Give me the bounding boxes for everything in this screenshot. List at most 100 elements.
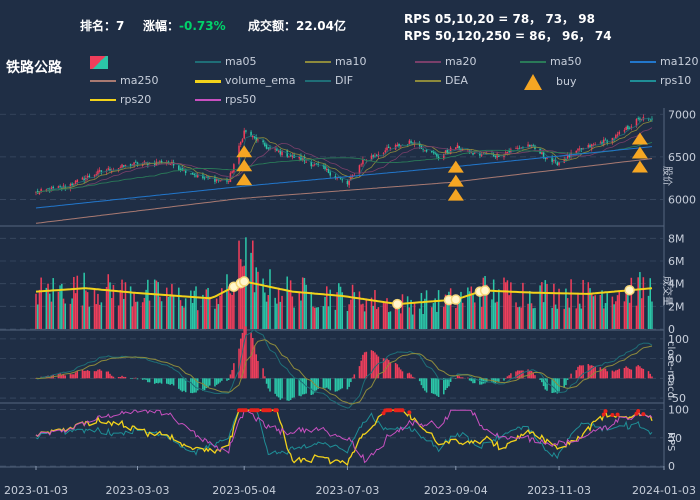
- candle-body: [324, 165, 326, 170]
- volume-bar: [479, 293, 481, 329]
- volume-highlight-dot: [450, 294, 462, 305]
- candle-body: [193, 173, 196, 175]
- candle-body: [460, 149, 462, 151]
- candle-body: [76, 179, 79, 182]
- volume-bar: [473, 302, 476, 329]
- volume-bar: [219, 295, 221, 329]
- candle-body: [312, 165, 314, 167]
- candles-group: [35, 114, 653, 196]
- macd-bar: [541, 378, 543, 383]
- macd-bar: [117, 376, 120, 379]
- volume-bar: [546, 283, 548, 329]
- macd-bar: [503, 378, 505, 381]
- volume-bar: [217, 304, 220, 329]
- candle-body: [544, 157, 547, 159]
- candle-body: [339, 177, 342, 179]
- volume-bar: [196, 310, 199, 329]
- volume-bar: [160, 301, 163, 329]
- macd-bar: [422, 378, 424, 389]
- legend-label: DEA: [445, 74, 468, 87]
- macd-bar: [418, 378, 421, 382]
- macd-bar: [167, 378, 170, 385]
- candle-body: [288, 156, 290, 158]
- volume-bar: [468, 291, 471, 329]
- volume-bar: [190, 290, 192, 329]
- candle-body: [577, 148, 579, 151]
- legend-label: rps10: [660, 74, 692, 87]
- volume-bar: [568, 307, 571, 329]
- volume-bar: [615, 301, 617, 329]
- candle-body: [436, 153, 438, 157]
- candle-body: [394, 145, 397, 150]
- volume-bar: [642, 277, 645, 329]
- candle-body: [301, 158, 304, 161]
- volume-bar: [310, 291, 313, 329]
- macd-bar: [635, 366, 638, 379]
- candle-body: [243, 130, 245, 139]
- legend-label: ma05: [225, 55, 257, 68]
- volume-bar: [432, 303, 435, 329]
- volume-bar: [599, 294, 602, 329]
- change-value: -0.73%: [179, 19, 226, 33]
- volume-bar: [565, 288, 567, 329]
- volume-bar: [577, 294, 579, 329]
- macd-bar: [565, 378, 567, 386]
- candle-body: [190, 173, 192, 175]
- legend-item-volume_ema: volume_ema: [195, 74, 295, 87]
- candle-body: [422, 148, 424, 150]
- macd-bar: [215, 378, 218, 385]
- volume-bar: [226, 274, 228, 329]
- candle-body: [107, 168, 110, 170]
- volume-bar: [183, 307, 185, 329]
- macd-bar: [243, 326, 245, 379]
- candle-body: [437, 156, 440, 159]
- macd-bar: [141, 378, 144, 380]
- candle-body: [100, 170, 103, 172]
- macd-bar: [470, 378, 473, 382]
- volume-bar: [71, 298, 73, 329]
- macd-bar: [460, 377, 462, 379]
- volume-highlight-dot: [479, 285, 491, 296]
- macd-bar: [226, 378, 228, 381]
- volume-bar: [312, 306, 314, 329]
- candle-body: [269, 147, 271, 149]
- ma250-line: [35, 158, 653, 224]
- volume-bar: [418, 308, 421, 329]
- rps-axis-label: RPS: [665, 432, 676, 452]
- rps-hot-marker: [615, 412, 620, 417]
- candle-body: [334, 176, 337, 178]
- volume-bar: [267, 295, 270, 329]
- volume-tick-label: 6M: [668, 255, 685, 268]
- turnover-value: 22.04亿: [296, 19, 346, 33]
- volume-highlight-dot: [238, 276, 250, 287]
- macd-bar: [649, 373, 652, 379]
- volume-bar: [262, 278, 264, 329]
- macd-bar: [64, 375, 67, 379]
- macd-bar: [408, 372, 411, 379]
- candle-body: [73, 184, 75, 186]
- candle-body: [568, 154, 571, 157]
- macd-bar: [413, 377, 416, 379]
- x-tick-label: 2024-01-03: [632, 484, 696, 497]
- macd-bar: [430, 378, 433, 394]
- buy-signal-marker: [236, 159, 253, 172]
- candle-body: [604, 139, 607, 141]
- macd-bar: [233, 363, 235, 379]
- volume-bar: [74, 293, 77, 329]
- macd-bar: [181, 378, 184, 392]
- macd-bar: [580, 365, 583, 379]
- candle-body: [341, 179, 344, 181]
- volume-bar: [518, 306, 521, 329]
- macd-bar: [145, 378, 147, 380]
- volume-bar: [73, 276, 75, 329]
- volume-bar: [556, 308, 559, 329]
- volume-bar: [52, 278, 54, 329]
- candle-body: [184, 168, 187, 173]
- candle-body: [348, 180, 350, 186]
- macd-bar: [348, 378, 350, 387]
- legend-item-candle: [90, 55, 108, 69]
- candle-body: [628, 128, 631, 129]
- volume-bar: [313, 307, 316, 329]
- volume-bar: [558, 288, 560, 329]
- macd-bar: [377, 356, 380, 379]
